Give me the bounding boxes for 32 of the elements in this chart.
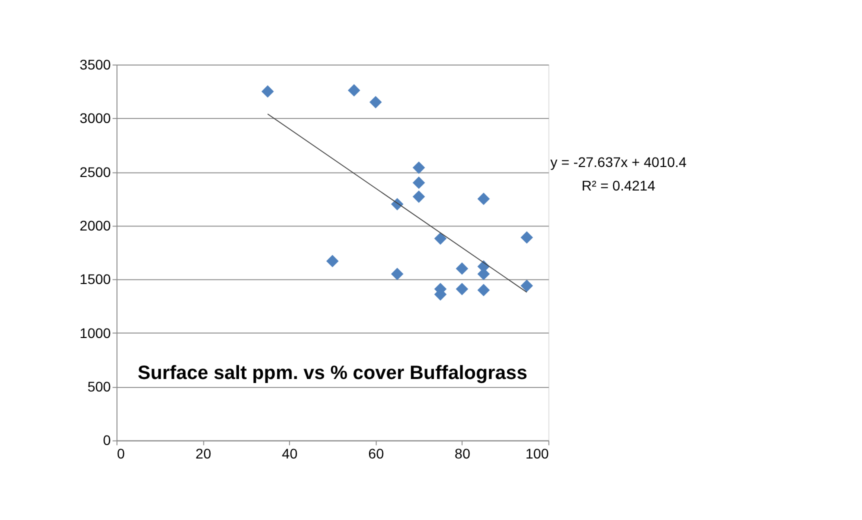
point [369, 96, 382, 108]
point [520, 231, 533, 244]
x-tick-label: 100 [525, 445, 550, 462]
text: Surface salt ppm. vs % cover Buffalograss [138, 362, 528, 384]
y-tick-label: 1500 [80, 271, 112, 288]
point [477, 284, 490, 296]
y-tick-label: 500 [87, 378, 112, 395]
y-tick-label: 0 [103, 432, 112, 448]
text: y = -27.637x + 4010.4 [550, 154, 687, 170]
point [412, 161, 426, 174]
point [456, 282, 468, 296]
point [412, 176, 426, 189]
point [261, 85, 274, 98]
point [456, 262, 468, 275]
x-tick-label: 60 [368, 445, 384, 462]
point [348, 84, 360, 97]
y-tick-label: 2000 [80, 217, 112, 234]
point [391, 268, 404, 280]
y-tick-label: 3000 [80, 110, 112, 126]
text: R² = 0.4214 [582, 178, 656, 194]
point [477, 192, 490, 206]
y-tick-label: 2500 [80, 164, 112, 180]
point [326, 254, 339, 268]
point [412, 190, 426, 203]
point [520, 280, 533, 292]
x-tick-label: 20 [196, 445, 212, 462]
y-tick-label: 3500 [80, 56, 112, 72]
point [434, 232, 447, 245]
y-tick-label: 1000 [80, 324, 112, 341]
x-tick-label: 0 [116, 445, 125, 462]
x-tick-label: 80 [454, 445, 470, 462]
x-tick-label: 40 [282, 445, 298, 462]
